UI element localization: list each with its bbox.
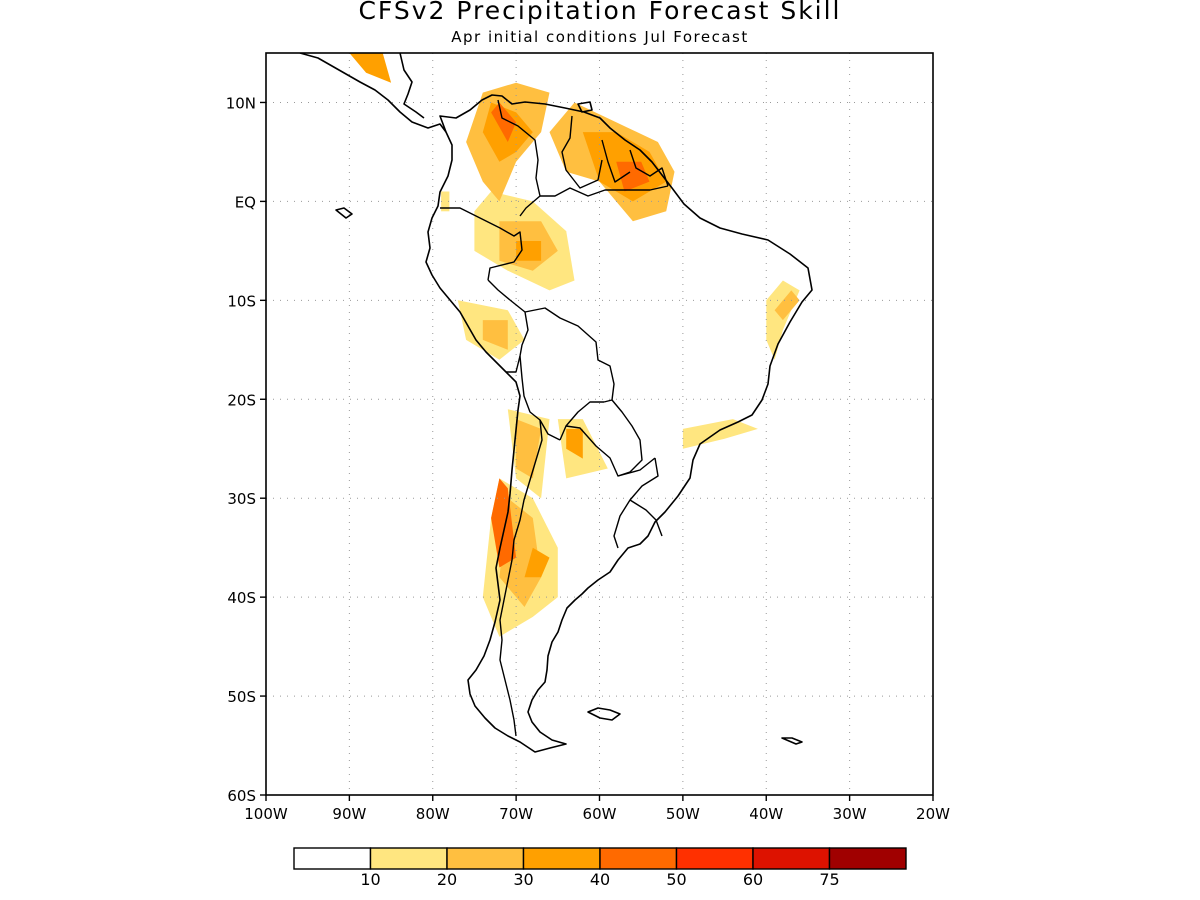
skill-region-suriname-core [616,161,650,192]
skill-region-ne-brazil [766,280,800,360]
lat-tick-label: 10N [226,94,256,112]
colorbar: 10 20 30 40 50 60 75 [293,847,907,889]
lon-tick-label: 20W [916,805,950,823]
colorbar-swatch [752,847,831,870]
border-paraguay-argentina [565,425,656,477]
lat-tick-label: 20S [227,391,256,409]
galapagos [335,207,353,219]
south-georgia [781,737,803,745]
south-america-coastline [425,94,813,753]
lat-tick-label: 30S [227,490,256,508]
falkland-islands [587,707,621,721]
colorbar-label: 75 [819,870,839,889]
lon-tick-label: 80W [416,805,450,823]
colorbar-swatch [828,847,907,870]
central-america-coastline [299,53,447,133]
map-title: CFSv2 Precipitation Forecast Skill [358,0,842,25]
colorbar-swatch [369,847,448,870]
coastlines [299,53,813,753]
border-bolivia-chile [519,355,561,441]
skill-region-mendoza-core [524,547,550,578]
colorbar-label: 40 [590,870,610,889]
skill-region-central-chile-core [491,478,517,568]
border-colombia-venezuela [497,99,541,217]
border-bolivia-paraguay [559,401,604,441]
map-subtitle: Apr initial conditions Jul Forecast [451,28,749,46]
border-paraguay-brazil [611,399,643,477]
border-guyana-suriname [601,139,631,183]
colorbar-swatch [293,847,372,870]
border-brazil-north [540,185,669,197]
border-peru-bolivia [506,355,521,373]
central-america-caribbean-coast [399,53,425,119]
lon-tick-label: 60W [583,805,617,823]
lon-tick-label: 90W [332,805,366,823]
skill-region-upper-amazon-inner [516,241,542,261]
colorbar-swatch [599,847,678,870]
country-borders [440,99,669,737]
skill-shading [349,53,800,637]
colorbar-label: 20 [437,870,457,889]
trinidad [577,101,593,113]
lon-tick-label: 50W [666,805,700,823]
border-colombia-peru-ecuador [440,207,523,281]
lat-tick-label: 50S [227,688,256,706]
skill-region-paraguay-core [566,428,583,459]
border-suriname-french-guiana [629,149,669,187]
skill-region-llanos-core [491,102,517,142]
lon-tick-label: 100W [244,805,288,823]
colorbar-swatch [675,847,754,870]
border-uruguay-brazil [629,499,663,537]
skill-region-central-america [349,53,392,83]
skill-region-peru-bolivia-core [482,320,508,350]
border-bolivia-brazil [524,307,615,403]
colorbar-swatch [522,847,601,870]
lat-tick-label: 40S [227,589,256,607]
skill-region-se-brazil [682,419,758,449]
border-chile-argentina [499,419,543,737]
colorbar-label: 60 [743,870,763,889]
lon-tick-label: 40W [749,805,783,823]
skill-region-ne-brazil-core [774,290,800,321]
colorbar-label: 50 [666,870,686,889]
lon-tick-label: 30W [833,805,867,823]
lat-tick-label: 10S [227,292,256,310]
border-venezuela-guyana [561,115,603,189]
colorbar-label: 30 [513,870,533,889]
colorbar-label: 10 [360,870,380,889]
lat-tick-label: EQ [235,193,256,211]
colorbar-swatch [446,847,525,870]
map-frame [260,52,934,801]
skill-region-ecuador [441,191,450,212]
lat-tick-label: 60S [227,787,256,805]
lon-tick-label: 70W [499,805,533,823]
